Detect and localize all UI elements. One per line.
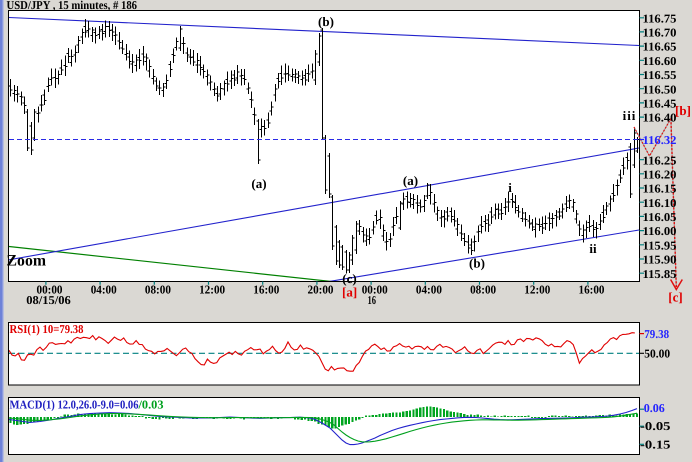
svg-text:116.25: 116.25 bbox=[643, 153, 677, 167]
svg-text:i: i bbox=[508, 180, 512, 195]
svg-text:116.15: 116.15 bbox=[643, 182, 677, 196]
svg-text:-0.15: -0.15 bbox=[640, 437, 671, 451]
svg-text:(b): (b) bbox=[318, 14, 334, 29]
svg-text:116.00: 116.00 bbox=[643, 224, 677, 238]
svg-text:116.32: 116.32 bbox=[643, 133, 677, 147]
svg-text:USD/JPY , 15 minutes, # 186: USD/JPY , 15 minutes, # 186 bbox=[7, 0, 138, 12]
svg-text:iii: iii bbox=[623, 108, 637, 123]
svg-text:116.10: 116.10 bbox=[643, 196, 677, 210]
svg-text:[b]: [b] bbox=[675, 103, 691, 118]
svg-text:115.95: 115.95 bbox=[643, 238, 677, 252]
svg-text:Zoom: Zoom bbox=[7, 253, 47, 270]
svg-text:00:00: 00:00 bbox=[37, 283, 63, 297]
svg-text:16: 16 bbox=[367, 293, 376, 307]
svg-text:116.50: 116.50 bbox=[643, 82, 677, 96]
svg-text:116.40: 116.40 bbox=[643, 111, 677, 125]
svg-text:08:00: 08:00 bbox=[145, 283, 171, 297]
svg-text:16:00: 16:00 bbox=[579, 283, 605, 297]
svg-text:116.20: 116.20 bbox=[643, 167, 677, 181]
svg-text:79.38: 79.38 bbox=[644, 327, 669, 341]
svg-text:08:00: 08:00 bbox=[470, 283, 496, 297]
svg-text:(c): (c) bbox=[342, 271, 356, 286]
svg-text:116.70: 116.70 bbox=[643, 26, 677, 40]
svg-text:04:00: 04:00 bbox=[416, 283, 442, 297]
svg-text:12:00: 12:00 bbox=[199, 283, 225, 297]
svg-text:116.75: 116.75 bbox=[643, 11, 677, 25]
svg-text:[c]: [c] bbox=[668, 290, 682, 305]
svg-text:RSI(1) 10=79.38: RSI(1) 10=79.38 bbox=[10, 322, 84, 336]
svg-text:115.90: 115.90 bbox=[643, 253, 677, 267]
svg-text:MACD(1) 12.0,26.0-9.0=0.06/0.0: MACD(1) 12.0,26.0-9.0=0.06/0.03 bbox=[10, 398, 164, 412]
svg-text:0.06: 0.06 bbox=[644, 401, 665, 415]
svg-text:16:00: 16:00 bbox=[253, 283, 279, 297]
svg-text:116.05: 116.05 bbox=[643, 210, 677, 224]
svg-text:116.60: 116.60 bbox=[643, 54, 677, 68]
svg-text:(a): (a) bbox=[251, 176, 266, 191]
svg-text:50.00: 50.00 bbox=[644, 346, 670, 360]
svg-text:ii: ii bbox=[589, 241, 597, 256]
svg-text:(b): (b) bbox=[469, 256, 485, 271]
svg-text:116.55: 116.55 bbox=[643, 68, 677, 82]
svg-text:116.65: 116.65 bbox=[643, 40, 677, 54]
svg-text:(a): (a) bbox=[403, 173, 418, 188]
svg-text:04:00: 04:00 bbox=[91, 283, 117, 297]
svg-text:[a]: [a] bbox=[342, 285, 357, 300]
svg-text:12:00: 12:00 bbox=[524, 283, 550, 297]
svg-text:115.85: 115.85 bbox=[643, 267, 677, 281]
svg-text:116.45: 116.45 bbox=[643, 96, 677, 110]
svg-text:00:00: 00:00 bbox=[362, 283, 388, 297]
svg-text:08/15/06: 08/15/06 bbox=[26, 293, 71, 307]
svg-text:-0.05: -0.05 bbox=[640, 419, 671, 433]
svg-text:20:00: 20:00 bbox=[308, 283, 334, 297]
